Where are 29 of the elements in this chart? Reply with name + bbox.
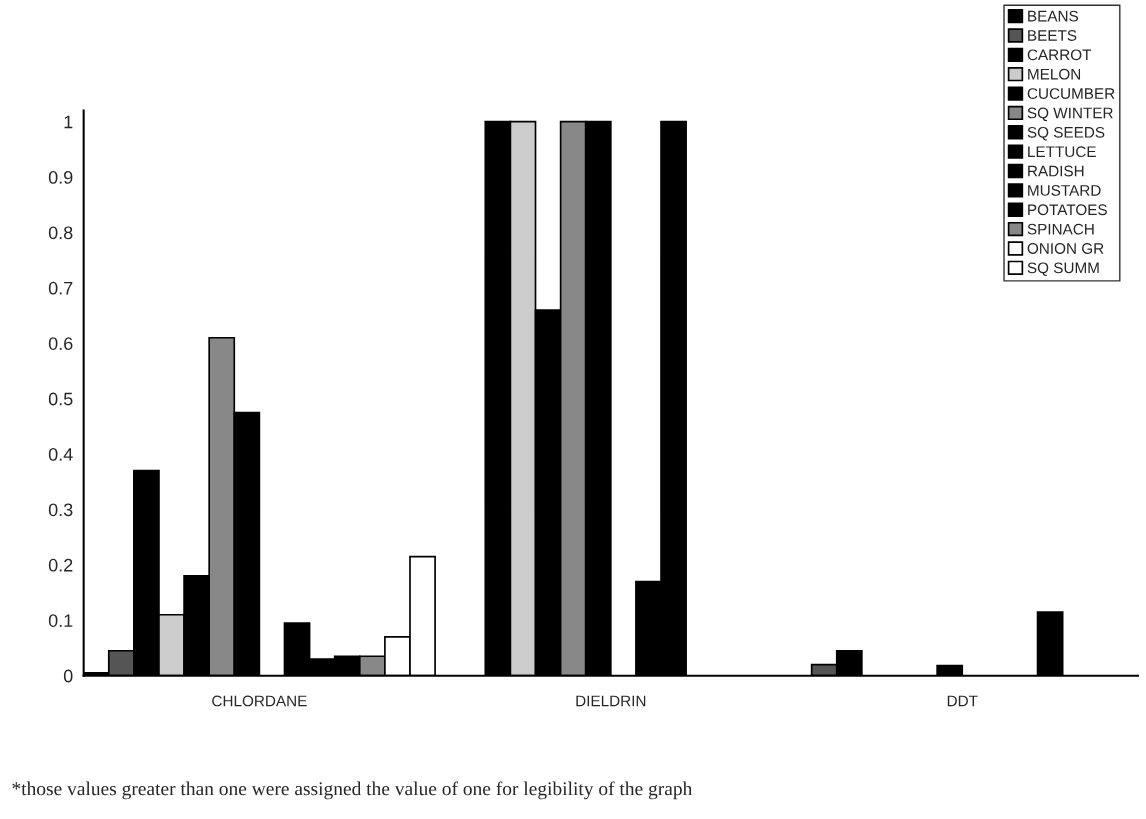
legend-label: POTATOES — [1028, 204, 1107, 216]
y-tick-label: 0.4 — [48, 448, 73, 461]
legend-label: RADISH — [1028, 165, 1084, 177]
legend-label: SQ WINTER — [1027, 107, 1113, 122]
y-tick-label: 0.9 — [48, 170, 73, 184]
y-tick-label: 0.6 — [48, 337, 73, 350]
legend-label: ONION GR — [1027, 243, 1104, 254]
legend-label: SPINACH — [1027, 223, 1094, 235]
legend-label: CARROT — [1027, 49, 1092, 61]
y-tick-label: 0 — [63, 669, 73, 683]
legend-label: BEANS — [1028, 10, 1079, 22]
text: *those values greater than one were assigned the value of one for legibility of the graph — [12, 781, 693, 800]
x-tick-label: DIELDRIN — [576, 695, 646, 707]
legend-label: MUSTARD — [1028, 184, 1101, 196]
y-tick-label: 0.2 — [48, 558, 73, 572]
y-tick-label: 0.7 — [48, 281, 73, 295]
x-tick-label: CHLORDANE — [212, 695, 307, 707]
legend-label: CUCUMBER — [1027, 88, 1115, 99]
legend-label: MELON — [1028, 68, 1081, 80]
legend-label: LETTUCE — [1028, 146, 1096, 158]
legend-label: SQ SEEDS — [1027, 126, 1105, 141]
y-tick-label: 0.8 — [48, 226, 73, 240]
y-tick-label: 0.1 — [48, 614, 73, 627]
y-tick-label: 0.3 — [48, 503, 73, 517]
y-tick-label: 0.5 — [48, 392, 73, 406]
x-tick-label: DDT — [947, 695, 978, 707]
legend-label: BEETS — [1028, 30, 1077, 41]
legend-label: SQ SUMM — [1027, 262, 1099, 276]
y-tick-label: 1 — [64, 115, 73, 129]
